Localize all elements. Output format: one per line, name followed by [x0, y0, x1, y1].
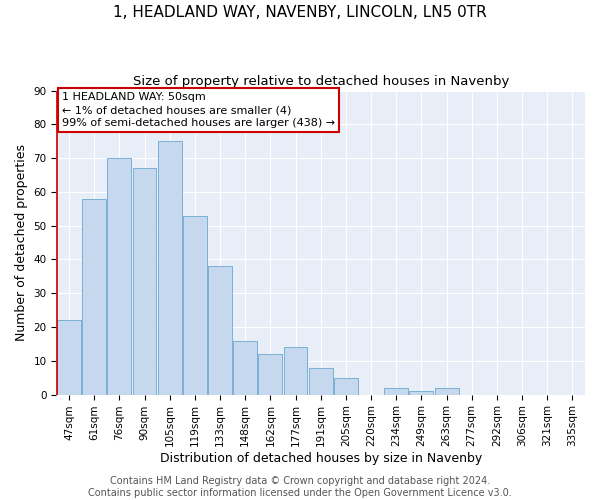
Y-axis label: Number of detached properties: Number of detached properties — [15, 144, 28, 341]
X-axis label: Distribution of detached houses by size in Navenby: Distribution of detached houses by size … — [160, 452, 482, 465]
Bar — [133, 168, 157, 394]
Bar — [57, 320, 81, 394]
Bar — [284, 348, 307, 395]
Bar — [309, 368, 332, 394]
Text: 1 HEADLAND WAY: 50sqm
← 1% of detached houses are smaller (4)
99% of semi-detach: 1 HEADLAND WAY: 50sqm ← 1% of detached h… — [62, 92, 335, 128]
Bar — [208, 266, 232, 394]
Text: Contains HM Land Registry data © Crown copyright and database right 2024.
Contai: Contains HM Land Registry data © Crown c… — [88, 476, 512, 498]
Bar — [434, 388, 458, 394]
Bar — [82, 198, 106, 394]
Bar — [334, 378, 358, 394]
Bar — [409, 391, 433, 394]
Text: 1, HEADLAND WAY, NAVENBY, LINCOLN, LN5 0TR: 1, HEADLAND WAY, NAVENBY, LINCOLN, LN5 0… — [113, 5, 487, 20]
Bar — [233, 340, 257, 394]
Bar — [107, 158, 131, 394]
Bar — [259, 354, 283, 395]
Bar — [384, 388, 408, 394]
Bar — [183, 216, 207, 394]
Title: Size of property relative to detached houses in Navenby: Size of property relative to detached ho… — [133, 75, 509, 88]
Bar — [158, 141, 182, 395]
